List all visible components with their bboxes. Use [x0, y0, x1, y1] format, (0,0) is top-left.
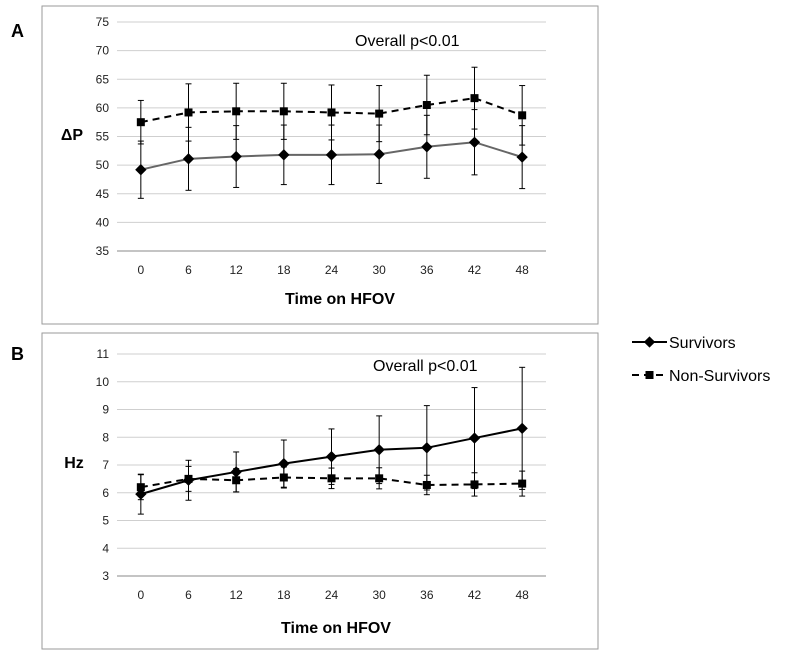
data-point — [279, 107, 288, 116]
legend: Survivors Non-Survivors — [632, 335, 770, 385]
y-tick-label: 60 — [96, 101, 110, 115]
series-survivors — [135, 109, 528, 199]
x-tick-label: 36 — [420, 263, 434, 277]
data-point — [325, 149, 338, 161]
x-tick-label: 30 — [372, 588, 386, 602]
series-line-non-survivors — [140, 97, 523, 124]
y-tick-label: 3 — [102, 569, 109, 583]
data-point — [470, 94, 479, 103]
x-tick-label: 24 — [325, 263, 339, 277]
x-tick-label: 48 — [515, 263, 529, 277]
panel-b-frame — [41, 332, 599, 650]
panel-b-y-ticks: 3 4 5 6 7 8 9 10 11 — [96, 347, 110, 583]
legend-marker-non-survivors — [645, 371, 654, 379]
series-line-non-survivors — [140, 476, 523, 489]
series-survivors — [135, 366, 528, 515]
data-point — [230, 466, 242, 478]
x-tick-label: 18 — [277, 588, 291, 602]
data-point — [468, 136, 481, 148]
data-point — [182, 474, 195, 486]
data-point — [518, 111, 527, 120]
y-tick-label: 40 — [96, 215, 110, 229]
data-point — [421, 442, 433, 454]
panel-b-letter: B — [11, 344, 24, 364]
x-tick-label: 36 — [420, 588, 434, 602]
data-point — [136, 118, 145, 127]
y-tick-label: 11 — [97, 347, 110, 361]
data-point — [230, 150, 242, 163]
panel-a-x-ticks: 0 6 12 18 24 30 36 42 48 — [137, 263, 529, 277]
panel-a-annotation: Overall p<0.01 — [355, 33, 460, 50]
legend-item-survivors: Survivors — [632, 335, 736, 352]
panel-b-x-axis-label: Time on HFOV — [281, 620, 391, 637]
panel-a-letter: A — [11, 21, 24, 41]
data-point — [278, 149, 290, 161]
panel-a-plot-area — [135, 66, 528, 199]
data-point — [327, 108, 336, 117]
data-point — [184, 108, 193, 117]
data-point — [516, 422, 528, 435]
x-tick-label: 18 — [277, 263, 291, 277]
data-point — [325, 451, 338, 463]
y-tick-label: 75 — [96, 15, 110, 29]
data-point — [516, 151, 528, 163]
x-tick-label: 12 — [229, 588, 243, 602]
legend-item-non-survivors: Non-Survivors — [632, 368, 770, 385]
data-point — [422, 101, 431, 110]
panel-b-plot-area — [135, 366, 528, 515]
data-point — [373, 444, 385, 456]
x-tick-label: 30 — [372, 263, 386, 277]
y-tick-label: 8 — [102, 430, 109, 444]
data-point — [135, 164, 147, 176]
y-tick-label: 50 — [96, 158, 110, 172]
legend-label-survivors: Survivors — [669, 335, 736, 352]
data-point — [375, 109, 384, 118]
data-point — [278, 457, 290, 470]
y-tick-label: 9 — [102, 403, 109, 417]
y-tick-label: 45 — [96, 187, 110, 201]
legend-label-non-survivors: Non-Survivors — [669, 368, 770, 385]
x-tick-label: 0 — [137, 588, 144, 602]
y-tick-label: 5 — [102, 514, 109, 528]
y-tick-label: 65 — [96, 72, 110, 86]
panel-b-x-ticks: 0 6 12 18 24 30 36 42 48 — [137, 588, 529, 602]
x-tick-label: 12 — [229, 263, 243, 277]
x-tick-label: 42 — [468, 263, 482, 277]
data-point — [421, 141, 433, 153]
x-tick-label: 0 — [137, 263, 144, 277]
x-tick-label: 6 — [185, 588, 192, 602]
y-tick-label: 55 — [96, 130, 110, 144]
data-point — [182, 153, 195, 165]
x-tick-label: 24 — [325, 588, 339, 602]
panel-b-annotation: Overall p<0.01 — [373, 358, 478, 375]
x-tick-label: 48 — [515, 588, 529, 602]
data-point — [232, 107, 241, 116]
panel-a-x-axis-label: Time on HFOV — [285, 291, 395, 308]
x-tick-label: 42 — [468, 588, 482, 602]
panel-a-y-ticks: 35 40 45 50 55 60 65 70 75 — [96, 15, 110, 258]
y-tick-label: 7 — [102, 458, 109, 472]
legend-marker-survivors — [643, 336, 656, 348]
y-tick-label: 70 — [96, 44, 110, 58]
y-tick-label: 35 — [96, 244, 110, 258]
data-point — [135, 488, 147, 500]
data-point — [373, 148, 385, 160]
x-tick-label: 6 — [185, 263, 192, 277]
y-tick-label: 10 — [96, 375, 110, 389]
data-point — [468, 432, 481, 444]
y-tick-label: 4 — [102, 541, 109, 555]
y-tick-label: 6 — [102, 486, 109, 500]
panel-b-y-axis-label: Hz — [64, 455, 84, 472]
panel-a-y-axis-label: ΔP — [61, 127, 84, 144]
